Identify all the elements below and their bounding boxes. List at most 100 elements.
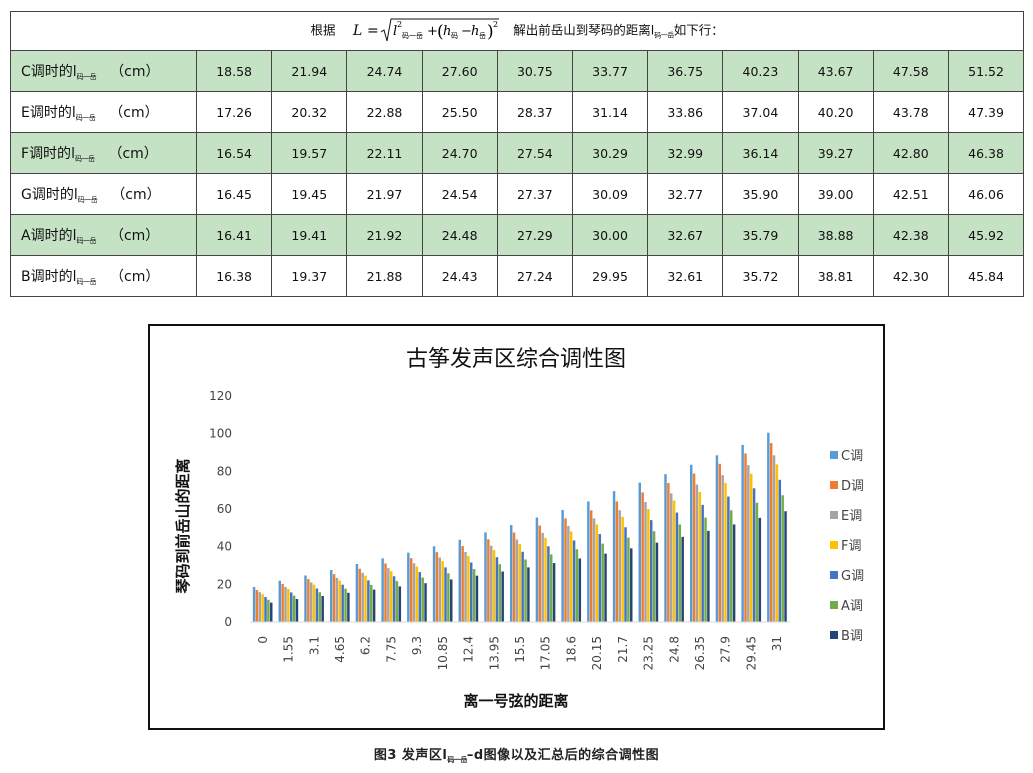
bar <box>390 571 393 622</box>
bar <box>747 465 750 622</box>
legend-swatch <box>830 511 838 519</box>
chart-frame: 古筝发声区综合调性图 琴码到前岳山的距离 离一号弦的距离 0 20 40 60 80 10… <box>148 324 885 730</box>
table-cell: 38.81 <box>797 255 874 297</box>
table-cell: 25.50 <box>421 91 498 133</box>
row-label-sub: 码一岳 <box>74 154 95 163</box>
legend-swatch <box>830 571 838 579</box>
x-tick-label: 4.65 <box>333 636 347 663</box>
bar <box>647 509 650 622</box>
bar <box>547 546 550 622</box>
formula-L: L <box>352 23 362 39</box>
row-label-unit: （cm） <box>111 186 161 203</box>
bar <box>715 455 719 622</box>
bar <box>758 517 762 622</box>
bar <box>650 520 653 622</box>
bar <box>461 546 464 622</box>
bar <box>655 542 659 622</box>
bar <box>698 492 702 622</box>
bar <box>441 561 444 622</box>
table-cell: 16.45 <box>195 173 273 215</box>
table-cell: 24.70 <box>421 132 498 174</box>
bar <box>329 570 333 622</box>
bar <box>575 549 579 622</box>
bar <box>467 555 470 622</box>
table-cell: 21.97 <box>346 173 423 215</box>
row-label-unit: （cm） <box>110 268 160 285</box>
table-cell: 32.77 <box>647 173 724 215</box>
bar <box>421 577 424 622</box>
bars <box>252 432 787 622</box>
table-cell: 45.84 <box>947 255 1025 297</box>
bar <box>624 527 627 622</box>
bar <box>372 589 376 622</box>
row-label-text: 调时的 <box>31 186 74 203</box>
row-label-sub: 码一岳 <box>76 72 97 81</box>
caption-prefix: 图3 发声区l <box>373 748 448 763</box>
formula-plus: + <box>427 24 438 39</box>
row-label-var: l <box>72 268 77 285</box>
bar <box>355 563 359 622</box>
table-cell: 51.52 <box>947 50 1025 92</box>
bar <box>550 554 553 622</box>
bar <box>772 455 776 622</box>
bar <box>578 558 582 622</box>
bar <box>750 473 753 622</box>
bar <box>344 588 347 622</box>
bar <box>567 525 570 622</box>
bar <box>364 575 367 622</box>
bar <box>381 558 384 622</box>
bar <box>664 474 667 622</box>
bar <box>489 545 493 622</box>
table-cell: 24.43 <box>421 255 498 297</box>
y-tick-label: 100 <box>209 427 232 441</box>
row-label-sub: 码一岳 <box>76 277 97 286</box>
table-body: 根据 L = l 2 码一岳 + ( h 码 − h 岳 ) <box>9 11 1025 297</box>
table-cell: 33.86 <box>647 91 724 133</box>
row-label-text: 调时的 <box>30 227 73 244</box>
bar <box>387 568 390 622</box>
bar <box>407 552 410 622</box>
bar <box>692 473 696 622</box>
table-cell: 21.94 <box>271 50 348 92</box>
bar <box>418 572 422 622</box>
bar <box>424 583 427 622</box>
bar <box>681 536 684 622</box>
legend-swatch <box>830 631 838 639</box>
legend: C调 D调 E调 F调 G调 A调 B调 <box>830 449 864 644</box>
chart-title: 古筝发声区综合调性图 <box>406 347 626 372</box>
x-tick-label: 15.5 <box>513 636 527 663</box>
bar <box>778 479 782 622</box>
bar <box>755 502 759 622</box>
bar <box>367 580 370 622</box>
table-cell: 42.38 <box>872 214 949 256</box>
sqrt-sign <box>381 18 500 42</box>
formula-suffix-sub: 码一岳 <box>654 31 674 40</box>
row-key: G <box>21 186 32 203</box>
bar <box>587 501 590 622</box>
table-cell: 22.88 <box>346 91 423 133</box>
bar <box>321 596 324 622</box>
table-cell: 18.58 <box>195 50 273 92</box>
formula-suffix-tail: 如下行： <box>673 22 724 38</box>
table-cell: 16.41 <box>195 214 273 256</box>
bar <box>518 544 522 622</box>
bar <box>252 586 256 622</box>
x-axis-ticks: 0 1.55 3.1 4.65 6.2 7.75 9.3 10.85 12.4 13.95 15.5… <box>256 636 784 670</box>
bar <box>730 510 733 622</box>
x-tick-label: 31 <box>770 636 784 651</box>
x-tick-label: 17.05 <box>539 636 553 670</box>
bar <box>509 525 513 622</box>
bar <box>689 464 693 622</box>
x-tick-label: 1.55 <box>282 636 296 663</box>
bar <box>438 557 442 622</box>
row-label: F调时的l码一岳 （cm） <box>10 132 197 174</box>
row-label-sub: 码一岳 <box>77 195 98 204</box>
table-cell: 27.37 <box>496 173 573 215</box>
table-cell: 21.88 <box>346 255 423 297</box>
table-cell: 39.27 <box>797 132 874 174</box>
table-cell: 43.67 <box>797 50 874 92</box>
table-row: F调时的l码一岳 （cm） 16.54 19.57 22.11 24.70 27.54 30.… <box>10 132 1025 174</box>
bar <box>627 537 630 622</box>
formula-sub1: 码一岳 <box>402 32 423 40</box>
bar <box>290 592 293 622</box>
